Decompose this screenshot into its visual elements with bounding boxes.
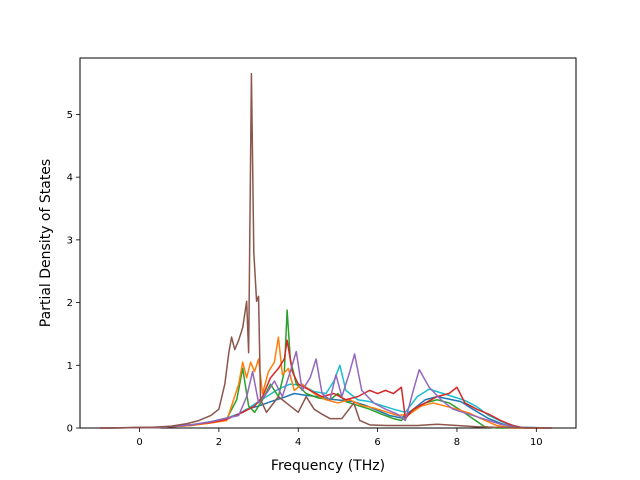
y-tick-label: 2 [67,298,73,309]
x-tick-label: 8 [454,437,460,448]
y-axis-ticks: 0 1 2 3 4 5 [67,110,80,435]
series-layer [99,72,553,429]
x-tick-label: 0 [136,437,142,448]
y-tick-label: 0 [67,424,73,435]
y-tick-label: 1 [67,361,73,372]
x-axis-label: Frequency (THz) [271,458,385,474]
y-axis-label: Partial Density of States [38,159,54,327]
x-tick-label: 6 [374,437,380,448]
series-line-4 [99,339,553,429]
plot-frame [79,57,577,429]
series-line-2 [99,309,553,429]
y-tick-label: 5 [67,110,73,121]
x-tick-label: 2 [216,437,222,448]
x-tick-label: 4 [295,437,301,448]
series-line-6 [99,72,553,429]
x-tick-label: 10 [530,437,543,448]
y-tick-label: 4 [67,173,73,184]
x-axis-ticks: 0 2 4 6 8 10 [136,428,543,448]
series-line-5 [99,350,553,429]
series-line-3 [99,336,553,429]
y-tick-label: 3 [67,235,73,246]
